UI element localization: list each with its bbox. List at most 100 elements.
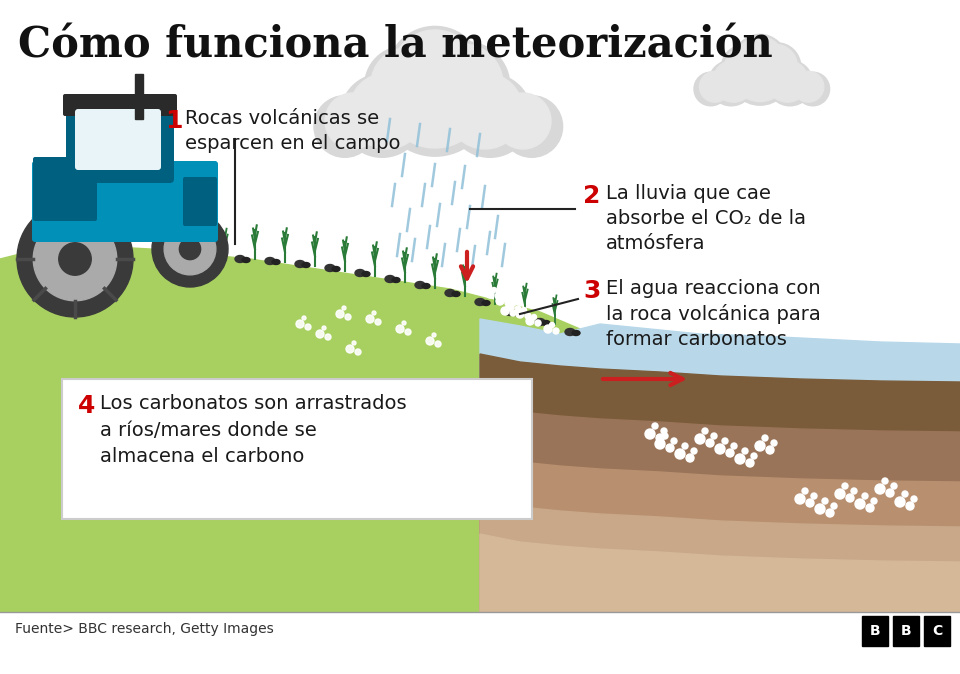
Text: 1: 1	[165, 109, 182, 133]
Ellipse shape	[325, 264, 335, 272]
Bar	[924, 616, 950, 646]
Circle shape	[708, 60, 754, 106]
FancyBboxPatch shape	[33, 157, 97, 221]
Polygon shape	[480, 354, 960, 612]
Circle shape	[766, 446, 774, 454]
Circle shape	[851, 488, 857, 494]
Circle shape	[675, 449, 685, 459]
Circle shape	[796, 72, 829, 106]
Ellipse shape	[332, 266, 340, 272]
Polygon shape	[0, 329, 580, 612]
Bar	[862, 616, 888, 646]
Circle shape	[806, 499, 814, 507]
Circle shape	[666, 444, 674, 452]
Circle shape	[341, 73, 424, 157]
Ellipse shape	[235, 255, 245, 262]
Circle shape	[34, 217, 117, 301]
Ellipse shape	[535, 319, 545, 326]
Circle shape	[895, 497, 905, 507]
Ellipse shape	[572, 330, 580, 336]
Ellipse shape	[505, 309, 515, 315]
Circle shape	[682, 443, 688, 449]
Circle shape	[152, 211, 228, 287]
Circle shape	[17, 201, 133, 317]
Circle shape	[911, 496, 917, 502]
Circle shape	[505, 300, 511, 306]
FancyBboxPatch shape	[63, 94, 177, 116]
Circle shape	[346, 345, 354, 353]
Ellipse shape	[205, 255, 215, 262]
Circle shape	[722, 438, 728, 444]
Ellipse shape	[415, 282, 425, 288]
Ellipse shape	[212, 257, 220, 262]
Circle shape	[375, 319, 381, 325]
Circle shape	[656, 434, 664, 442]
Circle shape	[753, 43, 801, 91]
Circle shape	[549, 322, 555, 328]
Circle shape	[532, 315, 537, 319]
Circle shape	[296, 320, 304, 328]
Circle shape	[767, 60, 813, 106]
Circle shape	[448, 73, 532, 157]
Circle shape	[371, 48, 443, 120]
Circle shape	[512, 301, 516, 305]
Polygon shape	[0, 244, 580, 612]
Circle shape	[815, 504, 825, 514]
Circle shape	[515, 306, 521, 312]
Circle shape	[831, 503, 837, 509]
Polygon shape	[480, 319, 960, 612]
Circle shape	[396, 325, 404, 333]
Circle shape	[492, 288, 496, 293]
Circle shape	[732, 44, 788, 102]
Text: Fuente> BBC research, Getty Images: Fuente> BBC research, Getty Images	[15, 622, 274, 636]
Polygon shape	[0, 384, 580, 612]
Circle shape	[501, 295, 507, 299]
Circle shape	[862, 493, 868, 499]
Circle shape	[405, 329, 411, 335]
Circle shape	[372, 311, 376, 315]
Circle shape	[180, 239, 201, 259]
Circle shape	[706, 439, 714, 447]
Circle shape	[735, 36, 784, 85]
Circle shape	[652, 423, 658, 429]
Circle shape	[495, 293, 501, 299]
Polygon shape	[480, 499, 960, 612]
Circle shape	[846, 494, 854, 502]
Circle shape	[495, 93, 551, 149]
Polygon shape	[480, 404, 960, 612]
Circle shape	[742, 448, 748, 454]
FancyBboxPatch shape	[32, 161, 218, 242]
Text: El agua reacciona con
la roca volcánica para
formar carbonatos: El agua reacciona con la roca volcánica …	[606, 279, 821, 349]
Circle shape	[694, 72, 728, 106]
Ellipse shape	[512, 311, 520, 315]
Polygon shape	[480, 534, 960, 612]
Circle shape	[486, 290, 494, 298]
Circle shape	[383, 44, 487, 148]
Ellipse shape	[542, 321, 550, 326]
Circle shape	[391, 30, 479, 118]
Text: Cómo funciona la meteorización: Cómo funciona la meteorización	[18, 24, 773, 66]
Circle shape	[526, 317, 534, 325]
Circle shape	[365, 47, 444, 125]
Circle shape	[902, 491, 908, 497]
FancyBboxPatch shape	[66, 95, 174, 183]
Ellipse shape	[302, 262, 310, 268]
Circle shape	[316, 330, 324, 338]
Circle shape	[496, 297, 504, 305]
Polygon shape	[0, 279, 580, 612]
Circle shape	[755, 441, 765, 451]
Circle shape	[855, 499, 865, 509]
Circle shape	[349, 73, 425, 149]
Circle shape	[731, 443, 737, 449]
Circle shape	[822, 498, 828, 504]
Circle shape	[726, 449, 734, 457]
Circle shape	[516, 310, 524, 318]
Text: 4: 4	[78, 394, 95, 418]
Text: Rocas volcánicas se
esparcen en el campo: Rocas volcánicas se esparcen en el campo	[185, 109, 400, 153]
Circle shape	[700, 71, 731, 102]
Circle shape	[447, 73, 523, 149]
Circle shape	[352, 341, 356, 345]
Circle shape	[322, 326, 326, 330]
Circle shape	[421, 42, 510, 130]
Bar	[135, 74, 143, 119]
